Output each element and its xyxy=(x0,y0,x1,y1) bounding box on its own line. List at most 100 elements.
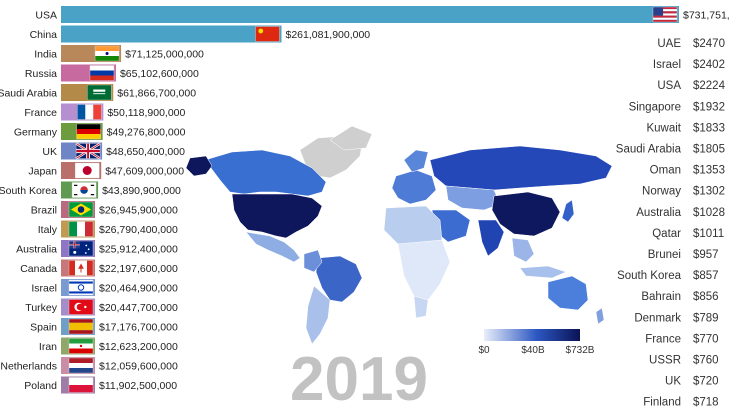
colorbar: $0 $40B $732B xyxy=(478,329,595,356)
table-value: $1353 xyxy=(693,165,725,177)
bar-value-label: $61,866,700,000 xyxy=(117,88,196,100)
bar-value-label: $26,945,900,000 xyxy=(99,205,178,217)
bar-row: Saudi Arabia $61,866,700,000 xyxy=(0,84,196,101)
table-row: Singapore $1932 xyxy=(629,101,725,113)
bar-row: UK $48,650,400,000 xyxy=(42,142,185,160)
bar-row: Canada $22,197,600,000 xyxy=(20,259,178,277)
bar-label: USA xyxy=(35,10,57,22)
bar-label: Australia xyxy=(16,244,57,256)
table-value: $856 xyxy=(693,291,719,303)
uk-flag-icon xyxy=(75,142,101,160)
table-country: Bahrain xyxy=(641,291,681,303)
map-usa xyxy=(231,193,323,239)
map-russia xyxy=(429,145,613,191)
table-value: $1805 xyxy=(693,144,725,156)
map-central-asia xyxy=(445,185,501,211)
table-country: Qatar xyxy=(652,228,681,240)
south-korea-flag-icon xyxy=(71,182,97,198)
bar-label: Spain xyxy=(30,322,57,334)
colorbar-tick: $40B xyxy=(521,345,545,356)
map-southeast-asia xyxy=(511,237,535,263)
japan-flag-icon xyxy=(75,162,100,179)
bar-label: UK xyxy=(42,146,57,158)
map-south-africa xyxy=(413,295,429,319)
table-value: $1028 xyxy=(693,207,725,219)
table-value: $857 xyxy=(693,270,719,282)
germany-flag-icon xyxy=(76,123,101,140)
bar-row: France $50,118,900,000 xyxy=(24,103,186,121)
table-row: UK $720 xyxy=(665,376,719,388)
bar-label: Russia xyxy=(25,68,57,80)
table-value: $789 xyxy=(693,312,719,324)
colorbar-gradient xyxy=(484,329,580,341)
world-map xyxy=(185,125,613,345)
bar-label: Poland xyxy=(24,380,57,392)
bar-value-label: $65,102,600,000 xyxy=(120,68,199,80)
table-row: Bahrain $856 xyxy=(641,291,718,303)
map-australia xyxy=(547,275,589,311)
bar-label: Saudi Arabia xyxy=(0,88,57,100)
bar-row: Israel $20,464,900,000 xyxy=(31,279,178,296)
colorbar-tick: $732B xyxy=(566,345,595,356)
bar-value-label: $26,790,400,000 xyxy=(99,224,178,236)
bar-row: India $71,125,000,000 xyxy=(34,45,204,62)
table-country: Brunei xyxy=(648,249,681,261)
bar-label: Israel xyxy=(31,283,57,295)
bar xyxy=(61,6,679,23)
table-row: Finland $718 xyxy=(643,397,718,409)
table-row: France $770 xyxy=(645,333,718,345)
table-value: $957 xyxy=(693,249,719,261)
map-new-zealand xyxy=(595,307,605,325)
bar-row: Italy $26,790,400,000 xyxy=(38,220,178,238)
table-value: $1302 xyxy=(693,186,725,198)
bar-row: Iran $12,623,200,000 xyxy=(39,337,178,355)
bar-label: Iran xyxy=(39,341,57,353)
table-row: UAE $2470 xyxy=(657,38,725,50)
bar-value-label: $12,059,600,000 xyxy=(99,361,178,373)
bar-row: Russia $65,102,600,000 xyxy=(25,64,199,82)
bar-label: Turkey xyxy=(25,302,57,314)
map-europe xyxy=(391,169,437,205)
bar-value-label: $11,902,500,000 xyxy=(99,380,177,392)
table-country: UAE xyxy=(657,38,681,50)
map-india xyxy=(477,219,505,257)
map-south-america-south xyxy=(305,285,331,345)
canada-flag-icon xyxy=(68,260,94,276)
italy-flag-icon xyxy=(68,221,94,237)
bar-row: South Korea $43,890,900,000 xyxy=(0,181,181,199)
table-value: $770 xyxy=(693,333,719,345)
bar-value-label: $47,609,000,000 xyxy=(105,166,184,178)
table-country: Israel xyxy=(653,59,681,71)
france-flag-icon xyxy=(77,104,102,120)
israel-flag-icon xyxy=(68,279,94,296)
russia-flag-icon xyxy=(89,65,115,81)
table-value: $760 xyxy=(693,355,719,367)
table-value: $2470 xyxy=(693,38,725,50)
table-country: USA xyxy=(657,80,681,92)
table-row: Norway $1302 xyxy=(642,186,725,198)
saudi-arabia-flag-icon xyxy=(87,84,112,101)
bar-value-label: $22,197,600,000 xyxy=(99,263,178,275)
table-value: $718 xyxy=(693,397,719,409)
table-value: $720 xyxy=(693,376,719,388)
bar-row: USA $731,751,400,000 xyxy=(35,6,730,23)
bar xyxy=(61,25,282,43)
bar-label: India xyxy=(34,49,57,61)
table-country: Finland xyxy=(643,397,681,409)
table-row: Australia $1028 xyxy=(636,207,725,219)
table-row: Qatar $1011 xyxy=(652,228,724,240)
table-row: Denmark $789 xyxy=(634,312,718,324)
table-row: Kuwait $1833 xyxy=(646,122,725,134)
table-row: Brunei $957 xyxy=(648,249,719,261)
table-country: Saudi Arabia xyxy=(616,144,682,156)
bar-row: Germany $49,276,800,000 xyxy=(14,123,186,140)
bar-label: Germany xyxy=(14,127,58,139)
table-country: Denmark xyxy=(634,312,681,324)
bar-label: Japan xyxy=(28,166,57,178)
map-japan xyxy=(561,199,575,223)
colorbar-tick: $0 xyxy=(478,345,490,356)
table-row: Oman $1353 xyxy=(650,165,725,177)
map-scandinavia xyxy=(403,149,429,173)
bar-value-label: $20,447,700,000 xyxy=(99,302,178,314)
bar-value-label: $20,464,900,000 xyxy=(99,283,178,295)
